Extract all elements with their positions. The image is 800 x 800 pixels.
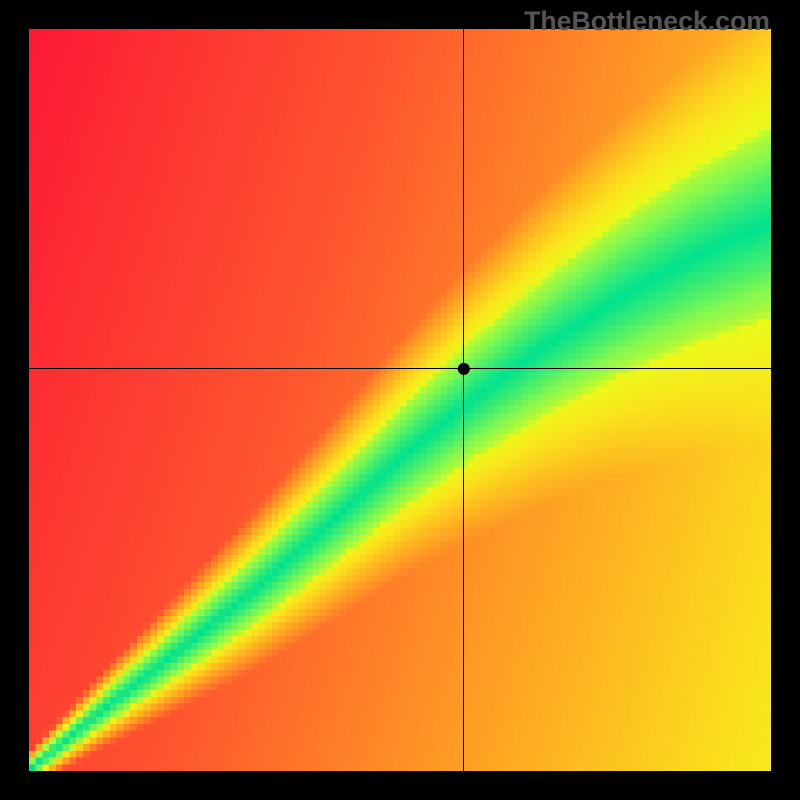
- crosshair-dot: [458, 363, 470, 375]
- chart-root: TheBottleneck.com: [0, 0, 800, 800]
- crosshair-marker: [0, 0, 800, 800]
- watermark-text: TheBottleneck.com: [524, 6, 770, 37]
